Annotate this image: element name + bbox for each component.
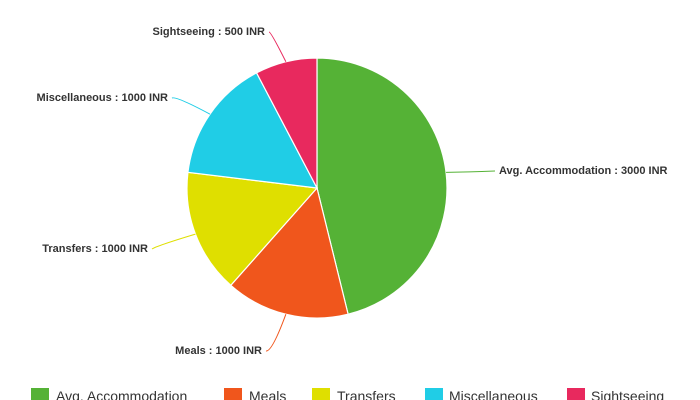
pie-slice-sightseeing[interactable] (255, 57, 318, 189)
slice-label-meals: Meals : 1000 INR (175, 345, 262, 357)
legend-swatch-miscellaneous[interactable] (425, 388, 443, 400)
legend-swatch-meals[interactable] (224, 388, 242, 400)
label-connectors (151, 31, 496, 352)
legend-label-meals[interactable]: Meals (249, 388, 286, 400)
slice-label-avg-accommodation: Avg. Accommodation : 3000 INR (499, 165, 668, 177)
slice-labels: Avg. Accommodation : 3000 INR Meals : 100… (37, 26, 668, 357)
pie-slice-transfers[interactable] (186, 171, 319, 287)
label-connector-miscellaneous (171, 97, 211, 115)
pie-slice-meals[interactable] (229, 186, 349, 319)
label-connector-transfers (151, 233, 196, 250)
pie-slice-miscellaneous[interactable] (187, 72, 319, 189)
legend-label-transfers[interactable]: Transfers (337, 388, 396, 400)
label-connector-sightseeing (268, 31, 287, 63)
legend-swatch-transfers[interactable] (312, 388, 330, 400)
label-connector-meals (265, 314, 287, 352)
legend-label-avg-accommodation[interactable]: Avg. Accommodation (56, 388, 187, 400)
legend-label-miscellaneous[interactable]: Miscellaneous (449, 388, 538, 400)
legend: Avg. Accommodation Meals Transfers Miscella… (31, 388, 664, 400)
label-connector-avg-accommodation (446, 170, 496, 173)
legend-swatch-avg-accommodation[interactable] (31, 388, 49, 400)
slice-label-transfers: Transfers : 1000 INR (42, 243, 148, 255)
legend-swatch-sightseeing[interactable] (567, 388, 585, 400)
pie-slice-avg-accommodation[interactable] (316, 57, 448, 315)
pie-slices (186, 57, 448, 319)
slice-label-miscellaneous: Miscellaneous : 1000 INR (37, 92, 168, 104)
legend-label-sightseeing[interactable]: Sightseeing (591, 388, 664, 400)
slice-label-sightseeing: Sightseeing : 500 INR (153, 26, 266, 38)
